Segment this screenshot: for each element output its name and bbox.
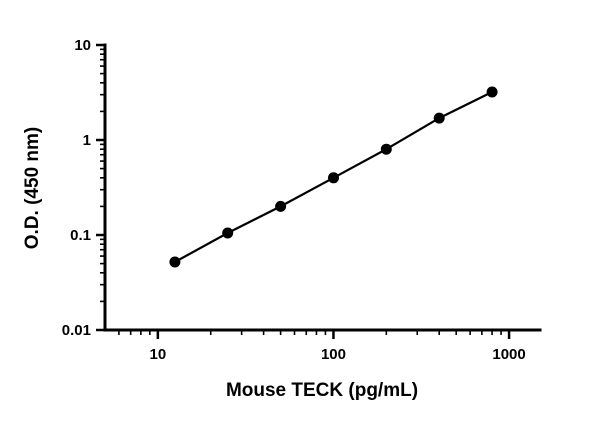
data-point (380, 143, 392, 155)
y-tick-label: 10 (74, 37, 91, 54)
plot-area: 10 100 1000 0.01 0.1 1 10 (62, 37, 542, 363)
y-tick-label: 0.01 (62, 322, 91, 339)
data-point (222, 227, 234, 239)
y-tick-label: 0.1 (70, 227, 91, 244)
x-axis-title: Mouse TECK (pg/mL) (226, 380, 418, 401)
x-tick-label: 1000 (492, 346, 525, 363)
x-tick-label: 10 (150, 346, 167, 363)
data-point (486, 86, 498, 98)
y-tick-label: 1 (83, 132, 91, 149)
data-point (275, 200, 287, 212)
data-point (169, 256, 181, 268)
data-point (328, 172, 339, 184)
y-axis-title: O.D. (450 nm) (22, 127, 43, 249)
x-tick-label: 100 (321, 346, 346, 363)
data-point (433, 112, 445, 124)
